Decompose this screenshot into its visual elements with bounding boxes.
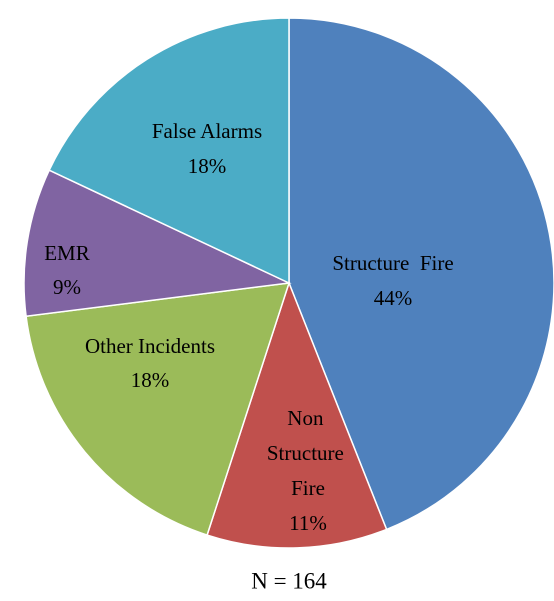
slice-value-label: 18% [131, 368, 170, 392]
pie-slice [23, 169, 292, 318]
slice-label: Structure Fire [332, 251, 453, 275]
pie-slice [25, 282, 291, 536]
slice-value-label: 9% [53, 275, 81, 299]
sample-size: N = 164 [251, 568, 327, 593]
slice-label: Other Incidents [85, 334, 215, 358]
pie-slice [288, 17, 554, 531]
slice-label: Non Structure Fire [267, 406, 349, 500]
slice-value-label: 44% [374, 286, 413, 310]
slice-value-label: 18% [188, 154, 227, 178]
slice-label: False Alarms [152, 119, 262, 143]
pie-slice [206, 280, 388, 549]
slice-value-label: 11% [289, 511, 327, 535]
pie-slice [48, 17, 290, 285]
slice-label: EMR [44, 241, 90, 265]
